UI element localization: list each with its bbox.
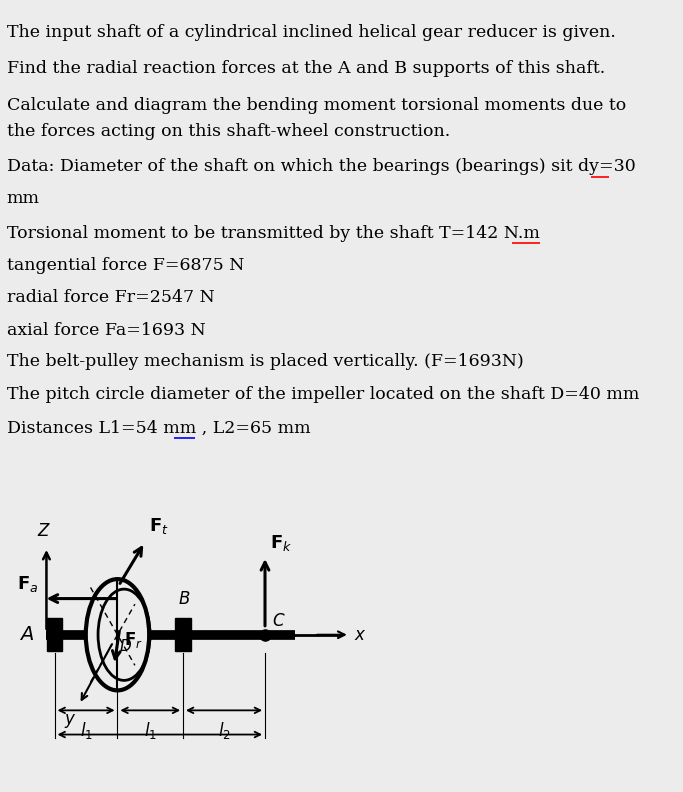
Text: Torsional moment to be transmitted by the shaft T=142 N.m: Torsional moment to be transmitted by th… [7,225,540,242]
Text: $B$: $B$ [178,589,191,607]
Text: $y$: $y$ [64,712,76,730]
Text: the forces acting on this shaft-wheel construction.: the forces acting on this shaft-wheel co… [7,123,450,139]
Text: $C$: $C$ [272,612,285,630]
Text: The input shaft of a cylindrical inclined helical gear reducer is given.: The input shaft of a cylindrical incline… [7,24,615,40]
Bar [176,618,191,634]
Bar [47,618,62,634]
Text: $D$: $D$ [119,638,132,653]
Text: Data: Diameter of the shaft on which the bearings (bearings) sit dy=30: Data: Diameter of the shaft on which the… [7,158,636,175]
Text: $\mathbf{F}_r$: $\mathbf{F}_r$ [124,630,143,650]
Text: $x$: $x$ [354,626,366,644]
Text: $l_1$: $l_1$ [143,720,157,741]
Text: The pitch circle diameter of the impeller located on the shaft D=40 mm: The pitch circle diameter of the impelle… [7,386,639,402]
Text: axial force Fa=1693 N: axial force Fa=1693 N [7,322,206,338]
Text: $Z$: $Z$ [38,523,51,540]
Text: The belt-pulley mechanism is placed vertically. (F=1693N): The belt-pulley mechanism is placed vert… [7,353,524,370]
Text: mm: mm [7,190,40,207]
Text: $A$: $A$ [19,625,34,644]
Text: radial force Fr=2547 N: radial force Fr=2547 N [7,289,214,306]
Text: $l_2$: $l_2$ [218,720,230,741]
Text: Find the radial reaction forces at the A and B supports of this shaft.: Find the radial reaction forces at the A… [7,60,605,77]
Bar [47,636,62,651]
Text: $\mathbf{F}_k$: $\mathbf{F}_k$ [270,533,292,553]
Text: tangential force F=6875 N: tangential force F=6875 N [7,257,245,274]
Text: $\mathbf{F}_a$: $\mathbf{F}_a$ [17,573,38,594]
Text: Distances L1=54 mm , L2=65 mm: Distances L1=54 mm , L2=65 mm [7,420,311,436]
Bar [176,636,191,651]
Text: $\mathbf{F}_t$: $\mathbf{F}_t$ [149,516,169,536]
Text: $l_1$: $l_1$ [79,720,93,741]
Ellipse shape [86,579,149,691]
Text: Calculate and diagram the bending moment torsional moments due to: Calculate and diagram the bending moment… [7,97,626,113]
